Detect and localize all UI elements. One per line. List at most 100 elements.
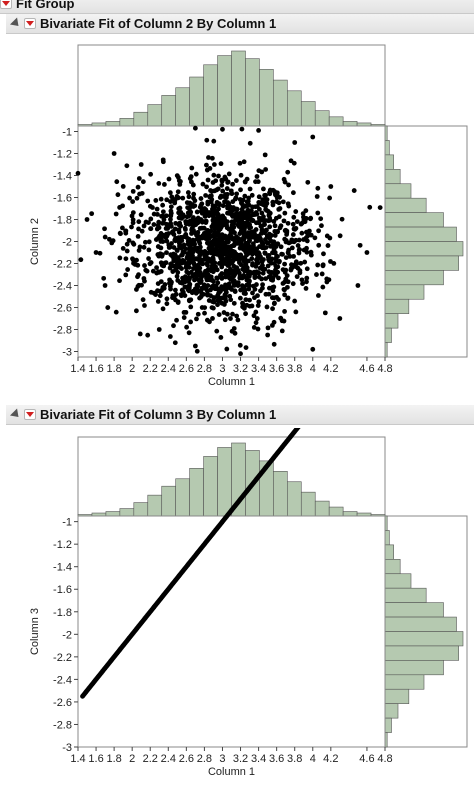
- fit-group-header[interactable]: Fit Group: [0, 0, 474, 14]
- data-point: [218, 161, 224, 167]
- top-histogram-bar: [328, 116, 344, 127]
- top-histogram-bar: [217, 55, 232, 127]
- x-axis-label: Column 1: [208, 376, 255, 388]
- data-point: [175, 278, 181, 283]
- data-point: [237, 260, 242, 266]
- data-point: [120, 225, 125, 231]
- data-point: [237, 245, 243, 251]
- data-point: [337, 316, 343, 321]
- data-point: [292, 226, 298, 232]
- data-point: [252, 295, 257, 301]
- data-point: [200, 181, 206, 187]
- data-point: [337, 233, 343, 239]
- disclosure-triangle-icon[interactable]: [9, 408, 23, 421]
- data-point: [236, 270, 242, 276]
- data-point: [296, 237, 302, 243]
- data-point: [173, 297, 178, 303]
- data-point: [280, 199, 286, 205]
- data-point: [126, 238, 132, 243]
- data-point: [156, 269, 161, 275]
- right-histogram-bar: [384, 255, 459, 271]
- data-point: [241, 232, 247, 238]
- data-point: [172, 226, 178, 232]
- data-point: [219, 258, 225, 264]
- data-point: [298, 260, 304, 266]
- data-point: [262, 237, 268, 242]
- x-tick-label: 4.2: [323, 753, 338, 765]
- data-point: [272, 192, 278, 198]
- data-point: [218, 273, 224, 279]
- data-point: [109, 240, 115, 246]
- red-triangle-menu-icon[interactable]: [24, 409, 36, 420]
- data-point: [130, 210, 136, 215]
- red-triangle-menu-icon[interactable]: [24, 18, 36, 29]
- data-point: [185, 238, 191, 244]
- data-point: [189, 227, 195, 233]
- data-point: [210, 316, 215, 321]
- data-point: [315, 185, 321, 191]
- data-point: [172, 287, 178, 293]
- right-histogram-bar: [384, 674, 425, 690]
- data-point: [146, 239, 152, 245]
- data-point: [274, 253, 279, 259]
- data-point: [314, 272, 319, 277]
- data-point: [364, 250, 370, 255]
- data-point: [278, 223, 284, 229]
- data-point: [316, 242, 322, 248]
- data-point: [243, 345, 249, 351]
- right-histogram-bar: [384, 645, 459, 661]
- data-point: [318, 216, 324, 222]
- data-point: [315, 293, 321, 298]
- data-point: [166, 242, 172, 248]
- data-point: [133, 308, 139, 314]
- data-point: [291, 239, 297, 245]
- bivariate-fit-1-header[interactable]: Bivariate Fit of Column 2 By Column 1: [6, 14, 474, 34]
- top-histogram-bar: [133, 502, 149, 517]
- data-point: [190, 288, 196, 294]
- data-point: [158, 196, 164, 202]
- bivariate-chart-1: -1 -1.2 -1.4 -1.6 -1.8 -2 -2.2 -2.4 -2.6 -2.8 -3 1.…: [29, 44, 468, 388]
- data-point: [205, 177, 211, 183]
- fit-group-menu-icon[interactable]: [0, 0, 12, 9]
- data-point: [148, 226, 153, 232]
- data-point: [211, 232, 217, 238]
- data-point: [234, 313, 240, 319]
- x-tick-label: 3.2: [233, 363, 248, 375]
- data-point: [177, 205, 183, 211]
- data-point: [286, 182, 291, 188]
- data-point: [301, 217, 307, 223]
- data-point: [271, 250, 276, 255]
- x-tick-label: 2.4: [161, 753, 176, 765]
- disclosure-triangle-icon[interactable]: [9, 17, 23, 30]
- data-point: [272, 271, 278, 277]
- data-point: [268, 273, 273, 279]
- x-tick-label: 1.8: [106, 363, 121, 375]
- data-point: [215, 293, 220, 299]
- data-point: [192, 256, 198, 262]
- data-point: [312, 235, 318, 241]
- data-point: [209, 188, 215, 194]
- data-point: [205, 292, 210, 298]
- data-point: [111, 151, 117, 156]
- right-histogram-bar: [384, 703, 399, 719]
- data-point: [130, 257, 136, 263]
- data-point: [268, 243, 273, 249]
- y-tick-label: -1.8: [53, 215, 72, 227]
- data-point: [377, 205, 383, 210]
- top-histogram-bar: [300, 491, 316, 517]
- data-point: [265, 240, 270, 246]
- data-point: [187, 176, 193, 181]
- bivariate-fit-2-header[interactable]: Bivariate Fit of Column 3 By Column 1: [6, 405, 474, 425]
- data-point: [226, 226, 232, 232]
- data-point: [279, 318, 285, 324]
- data-point: [204, 162, 209, 168]
- data-point: [174, 194, 180, 199]
- data-point: [237, 342, 243, 348]
- right-histogram-bar: [384, 544, 394, 560]
- data-point: [181, 242, 187, 248]
- data-point: [123, 272, 129, 278]
- data-point: [249, 251, 255, 257]
- data-point: [142, 239, 148, 245]
- data-point: [147, 261, 153, 267]
- data-point: [237, 295, 243, 301]
